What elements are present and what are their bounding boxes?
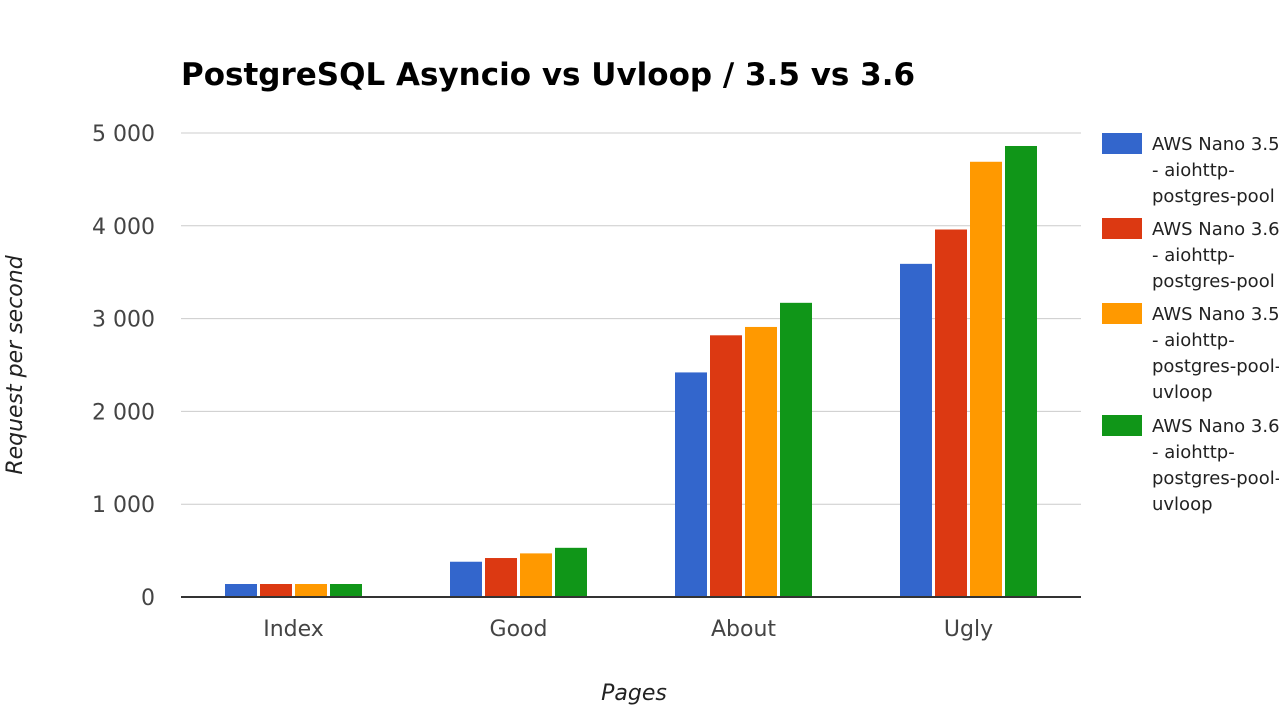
legend: AWS Nano 3.5- aiohttp-postgres-pool AWS N… xyxy=(1102,133,1279,515)
axes: 0 1 000 2 000 3 000 4 000 5 000 Index Good About… xyxy=(92,122,1081,642)
bar xyxy=(225,584,257,597)
y-axis-title: Request per second xyxy=(3,254,28,474)
bar xyxy=(485,558,517,597)
y-tick-label: 4 000 xyxy=(92,215,155,240)
y-tick-label: 1 000 xyxy=(92,493,155,518)
y-tick-label: 0 xyxy=(141,586,155,611)
bar xyxy=(900,263,932,597)
legend-swatch xyxy=(1102,133,1142,154)
bar xyxy=(555,547,587,597)
x-tick-label: Ugly xyxy=(944,617,993,642)
bar xyxy=(745,326,777,597)
x-tick-label: Good xyxy=(490,617,548,642)
bar xyxy=(710,335,742,597)
legend-swatch xyxy=(1102,218,1142,239)
y-tick-label: 5 000 xyxy=(92,122,155,147)
legend-swatch xyxy=(1102,303,1142,324)
legend-swatch xyxy=(1102,415,1142,436)
legend-label: AWS Nano 3.5- aiohttp-postgres-pool-uvlo… xyxy=(1152,304,1279,403)
x-tick-label: Index xyxy=(263,617,324,642)
bar xyxy=(935,229,967,597)
legend-label: AWS Nano 3.6- aiohttp-postgres-pool xyxy=(1152,219,1279,292)
chart-title: PostgreSQL Asyncio vs Uvloop / 3.5 vs 3.… xyxy=(181,57,915,93)
x-axis-title: Pages xyxy=(601,681,667,706)
bar xyxy=(295,584,327,597)
y-tick-label: 3 000 xyxy=(92,308,155,333)
bar xyxy=(260,584,292,597)
bars xyxy=(225,145,1037,597)
legend-label: AWS Nano 3.6- aiohttp-postgres-pool-uvlo… xyxy=(1152,416,1279,515)
bar xyxy=(780,302,812,597)
y-tick-label: 2 000 xyxy=(92,400,155,425)
x-tick-label: About xyxy=(711,617,776,642)
bar xyxy=(450,561,482,597)
bar xyxy=(520,553,552,597)
bar xyxy=(675,372,707,597)
bar xyxy=(970,161,1002,597)
legend-label: AWS Nano 3.5- aiohttp-postgres-pool xyxy=(1152,134,1279,207)
bar xyxy=(1005,145,1037,597)
bar xyxy=(330,584,362,597)
